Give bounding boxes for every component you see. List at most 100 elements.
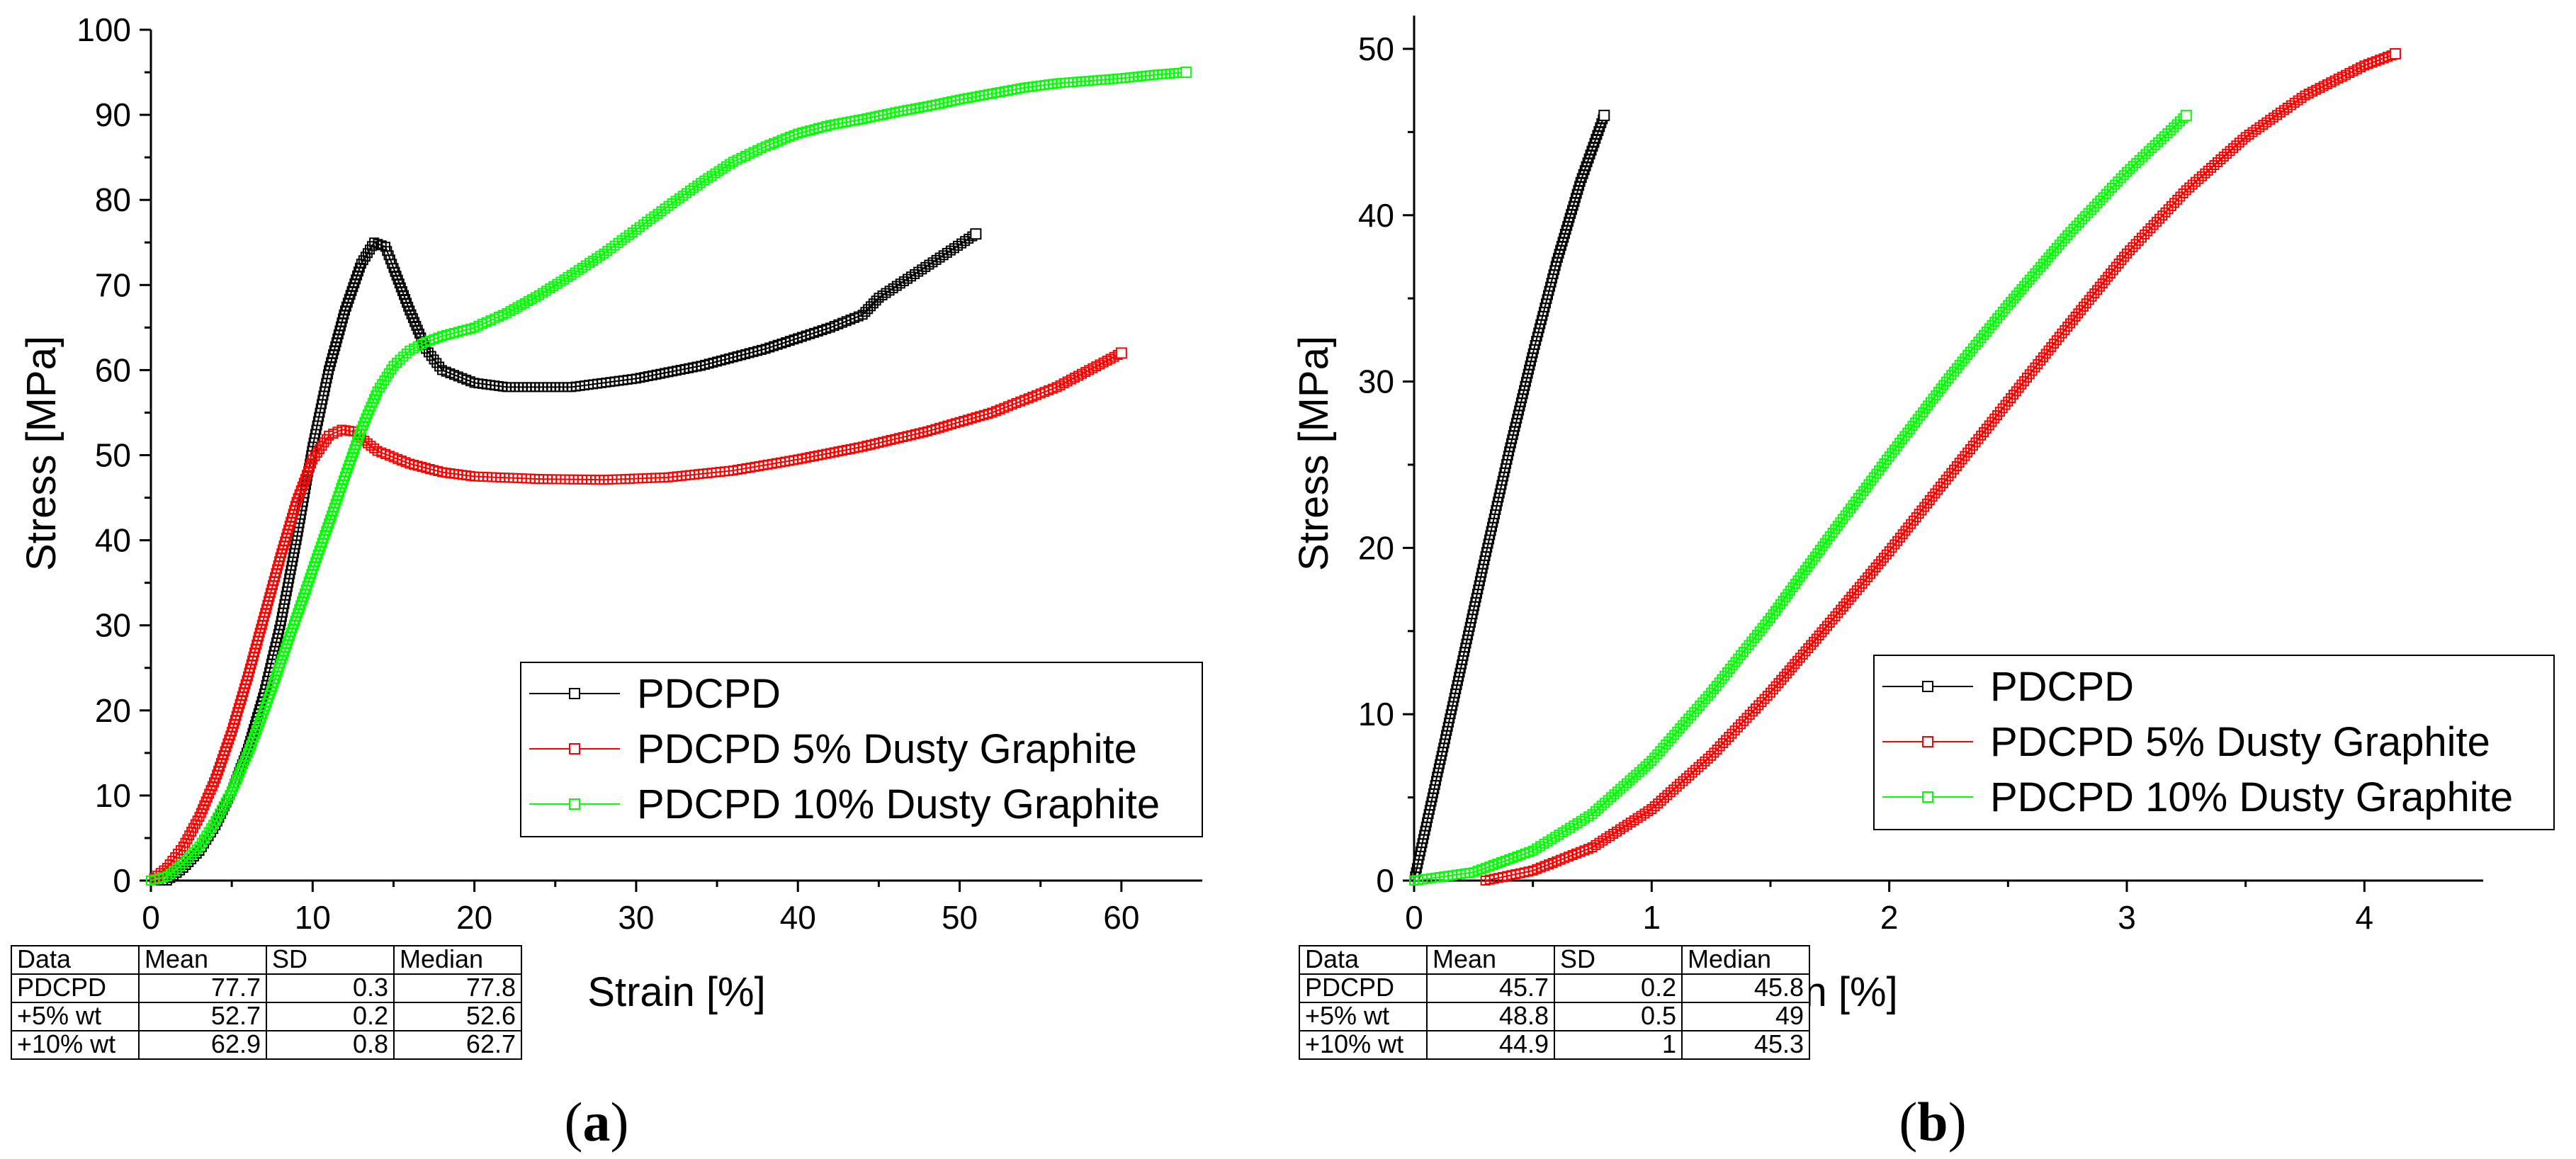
- panel-label: (a): [565, 1091, 629, 1153]
- panel-label-open: (: [1899, 1091, 1917, 1153]
- data-point: [1803, 643, 1814, 653]
- data-point: [2122, 248, 2132, 259]
- data-point: [1656, 796, 1666, 806]
- data-point: [2057, 236, 2067, 247]
- data-point: [1762, 691, 1773, 701]
- data-point: [2163, 204, 2174, 215]
- data-point: [162, 871, 172, 881]
- y-axis-title: Stress [MPa]: [1291, 336, 1337, 571]
- data-point: [2200, 168, 2210, 179]
- data-point: [2000, 303, 2011, 314]
- data-point: [2065, 318, 2075, 329]
- data-point: [1973, 337, 1984, 347]
- data-point: [2030, 268, 2040, 278]
- data-point: [2016, 284, 2027, 295]
- data-point: [1714, 741, 1725, 752]
- x-tick-label: 4: [2356, 899, 2374, 936]
- data-point-end: [2180, 109, 2192, 121]
- data-point: [1858, 486, 1869, 497]
- data-point: [1936, 481, 1946, 492]
- data-point: [1612, 786, 1622, 797]
- data-point: [2148, 220, 2159, 230]
- y-tick-label: 0: [113, 862, 131, 899]
- y-tick-label: 30: [95, 607, 131, 644]
- data-point: [1962, 350, 1973, 360]
- data-point: [1992, 313, 2003, 324]
- data-point: [1946, 370, 1957, 380]
- data-point: [1787, 662, 1797, 672]
- data-point: [2103, 271, 2113, 282]
- data-point: [866, 301, 876, 312]
- data-point: [1631, 769, 1642, 780]
- data-point: [1903, 522, 1914, 533]
- data-point: [2065, 227, 2076, 237]
- table-header-cell: SD: [272, 944, 307, 973]
- data-point: [1827, 614, 1838, 625]
- data-point: [1800, 646, 1811, 657]
- data-point: [1751, 703, 1761, 713]
- data-point: [401, 349, 412, 359]
- stats-table: Data Mean SD Median PDCPD 77.7 0.3 77.8 +5% wt 52…: [11, 944, 522, 1060]
- legend-box: [520, 662, 1203, 837]
- y-tick-label: 50: [95, 437, 131, 474]
- data-point: [1817, 627, 1827, 638]
- data-point: [1833, 608, 1843, 618]
- data-point: [1741, 713, 1752, 723]
- data-point: [1749, 633, 1760, 643]
- data-point: [1970, 339, 1981, 350]
- data-point: [1870, 562, 1881, 572]
- data-point: [2191, 176, 2201, 187]
- data-point: [2016, 379, 2027, 390]
- data-point: [1736, 719, 1746, 730]
- data-point: [1838, 601, 1848, 612]
- table-header-cell: Mean: [145, 944, 208, 973]
- legend: PDCPD PDCPD 5% Dusty Graphite PDCPD 10% Du…: [520, 662, 1203, 837]
- data-point: [1912, 414, 1923, 424]
- data-point: [1643, 758, 1654, 769]
- y-tick-label: 80: [95, 181, 131, 218]
- data-point: [2172, 194, 2183, 205]
- legend-swatch-marker: [569, 688, 580, 699]
- data-point-end: [2389, 48, 2401, 60]
- data-point: [1920, 404, 1931, 414]
- data-point: [2046, 341, 2057, 352]
- legend-label: PDCPD 10% Dusty Graphite: [637, 781, 1160, 827]
- data-point: [1949, 464, 1960, 475]
- data-point: [1915, 410, 1926, 421]
- data-point: [1773, 678, 1784, 689]
- y-tick-label: 50: [1358, 30, 1394, 67]
- data-point: [1887, 448, 1897, 458]
- x-axis-title: Strain [%]: [587, 969, 765, 1015]
- data-point: [1603, 795, 1613, 805]
- data-point: [1732, 722, 1743, 733]
- data-point: [2160, 207, 2171, 217]
- data-point: [2038, 352, 2048, 363]
- data-point: [181, 856, 191, 866]
- data-point: [1784, 665, 1795, 676]
- data-point: [1722, 667, 1732, 677]
- table-cell: 62.9: [211, 1029, 261, 1058]
- data-point: [1757, 623, 1768, 633]
- data-point: [1760, 619, 1770, 630]
- data-point: [1797, 568, 1808, 579]
- panel-label: (b): [1899, 1091, 1966, 1153]
- data-point: [1892, 536, 1903, 546]
- data-point: [2035, 261, 2046, 272]
- data-point: [1634, 767, 1644, 777]
- data-point: [1840, 510, 1851, 521]
- data-point: [1916, 505, 1927, 516]
- data-point: [165, 869, 176, 879]
- data-point: [2040, 255, 2051, 266]
- data-point: [1951, 461, 1962, 471]
- table-cell: 44.9: [1499, 1029, 1549, 1058]
- data-point: [2125, 245, 2135, 256]
- data-point: [1768, 684, 1778, 695]
- data-point: [1658, 742, 1668, 753]
- data-point: [1824, 618, 1835, 628]
- data-point: [2222, 149, 2232, 159]
- data-point: [1827, 528, 1838, 538]
- legend-swatch-marker: [1922, 736, 1933, 747]
- y-tick-label: 10: [1358, 696, 1394, 733]
- y-tick-label: 10: [95, 777, 131, 814]
- table-cell: 49: [1775, 1001, 1804, 1030]
